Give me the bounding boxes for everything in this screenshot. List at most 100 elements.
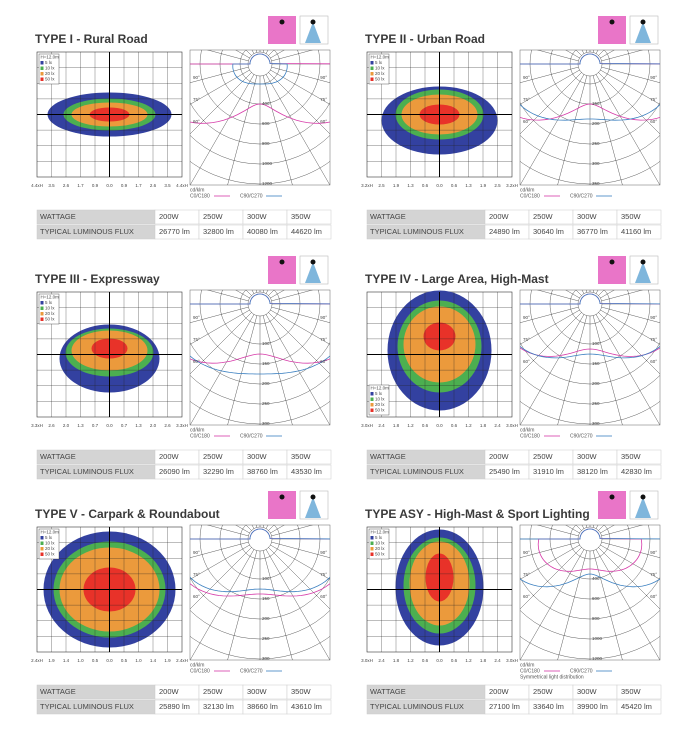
panel: TYPE ASY - High-Mast & Sport Lighting H=1…: [361, 490, 662, 715]
legend-label: 5 lx: [45, 535, 53, 540]
angle-label: 75°: [650, 337, 657, 342]
isolux-legend: [38, 53, 60, 85]
angle-label: 75°: [320, 572, 327, 577]
legend-label: 10 lx: [45, 306, 55, 311]
polar-ray: [251, 50, 255, 54]
x-label: 0.9: [121, 183, 128, 188]
radial-label: 350: [592, 181, 600, 186]
polar-ray: [595, 74, 660, 185]
polar-ray: [206, 525, 249, 537]
polar-ray: [268, 547, 330, 610]
table-cell: [286, 464, 332, 480]
polar-ray: [557, 550, 588, 660]
polar-legend: C0/C180: [190, 193, 210, 199]
polar-ray: [592, 75, 623, 185]
isolux-legend: [368, 53, 390, 85]
angle-label: 75°: [523, 572, 530, 577]
polar-ray: [206, 50, 249, 62]
polar-grid: [520, 290, 660, 425]
row-label: WATTAGE: [370, 212, 406, 221]
polar-ray: [595, 549, 660, 660]
table-value: 300W: [577, 687, 598, 696]
x-label: 2.5: [494, 183, 501, 188]
polar-ray: [256, 50, 258, 53]
polar-grid: [190, 50, 330, 185]
table-value: 27100 lm: [489, 702, 520, 711]
legend-swatch: [40, 312, 44, 316]
x-label: 0.0: [436, 183, 443, 188]
panel-title: TYPE IV - Large Area, High-Mast: [365, 272, 549, 286]
x-label: 1.0: [77, 658, 84, 663]
polar-legend: C90/C270: [570, 668, 593, 674]
polar-ray: [190, 549, 255, 660]
table-cell: [286, 224, 332, 240]
polar-hub: [247, 51, 273, 77]
x-label: 1.2: [465, 423, 472, 428]
legend-swatch: [370, 77, 374, 81]
table-value: 43530 lm: [291, 467, 322, 476]
table-value: 41160 lm: [621, 227, 651, 236]
angle-label: 90°: [320, 550, 327, 555]
polar-unit: cd/klm: [520, 427, 534, 433]
icon-beam: [635, 262, 651, 283]
polar-ray: [206, 290, 249, 302]
icon-dot: [609, 494, 615, 500]
table-value: 350W: [621, 452, 642, 461]
row-label: TYPICAL LUMINOUS FLUX: [40, 702, 134, 711]
polar-ray: [190, 306, 249, 323]
table-value: 350W: [291, 212, 312, 221]
radial-label: 150: [592, 361, 600, 366]
polar-curve: [520, 528, 660, 588]
angle-label: 90°: [523, 550, 530, 555]
icon-beam: [305, 497, 321, 518]
icon-dot: [640, 494, 646, 500]
table-value: 300W: [247, 452, 268, 461]
x-label: 0.6: [422, 183, 429, 188]
x-label: 1.7: [135, 183, 142, 188]
x-label: 2.5: [378, 183, 385, 188]
polar-grid: [190, 525, 330, 660]
icon-beam: [305, 262, 321, 283]
polar-ray: [270, 69, 330, 105]
x-label: 2.6: [48, 423, 55, 428]
x-label: 0.5: [92, 658, 99, 663]
polar-legend: C0/C180: [520, 668, 540, 674]
x-label: 0.5: [121, 658, 128, 663]
table-value: 40080 lm: [247, 227, 278, 236]
legend-swatch: [40, 61, 44, 65]
panel: TYPE V - Carpark & Roundabout H=12.0m5 lx…: [31, 490, 332, 715]
polar-ray: [601, 66, 660, 83]
table-cell: [616, 684, 662, 700]
legend-swatch: [370, 72, 374, 76]
angle-label: 90°: [320, 75, 327, 80]
polar-ray: [601, 290, 644, 302]
polar-legend: C90/C270: [240, 193, 263, 199]
x-label: 3.5: [164, 183, 171, 188]
table-cell: [286, 209, 332, 225]
polar-ray: [520, 541, 579, 558]
table-value: 200W: [159, 687, 180, 696]
polar-ray: [536, 290, 579, 302]
legend-label: 10 lx: [375, 541, 385, 546]
radial-label: 800: [592, 616, 600, 621]
radial-label: 250: [592, 401, 600, 406]
angle-label: 60°: [193, 119, 200, 124]
panel-title: TYPE I - Rural Road: [35, 32, 148, 46]
table-value: 250W: [203, 687, 224, 696]
table-value: 200W: [159, 452, 180, 461]
table-value: 200W: [489, 687, 510, 696]
x-label: 0.6: [451, 183, 458, 188]
radial-label: 800: [262, 141, 270, 146]
polar-ray: [190, 547, 252, 610]
radial-label: 100: [262, 576, 270, 581]
angle-label: 75°: [193, 572, 200, 577]
radial-label: 300: [592, 161, 600, 166]
angle-label: 60°: [320, 359, 327, 364]
legend-label: 10 lx: [375, 397, 385, 402]
table-value: 32290 lm: [203, 467, 234, 476]
x-label: 1.9: [480, 183, 487, 188]
angle-label: 90°: [193, 550, 200, 555]
polar-ray: [536, 50, 579, 62]
angle-label: 90°: [320, 315, 327, 320]
polar-ray: [271, 525, 314, 537]
